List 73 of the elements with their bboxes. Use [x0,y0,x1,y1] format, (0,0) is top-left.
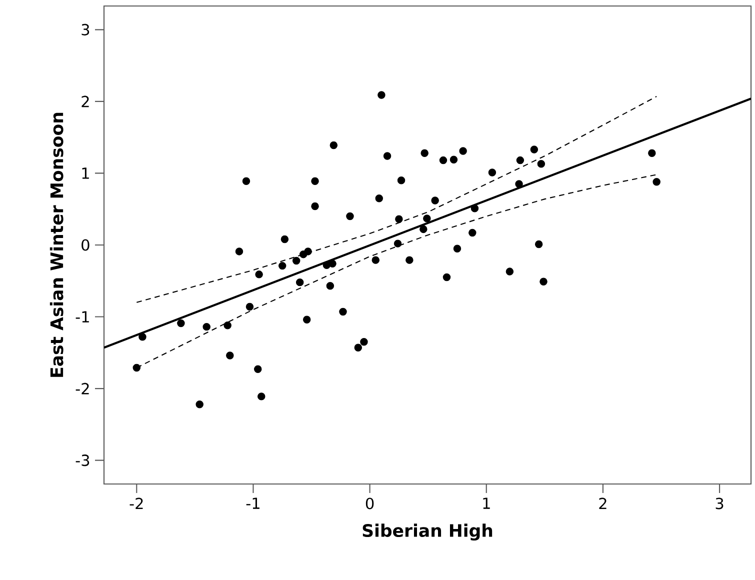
point [537,160,546,168]
point [459,147,467,155]
x-tick-label: 0 [366,498,374,510]
point [534,240,543,248]
point [235,248,244,256]
point [311,177,319,185]
point [254,365,262,374]
point [372,256,380,264]
point [292,256,300,265]
x-tick-label: -2 [130,498,143,510]
point [423,214,431,222]
y-axis-title: East Asian Winter Monsoon [50,112,64,377]
point [450,156,458,164]
point [311,202,319,210]
point [383,152,392,160]
point [278,262,286,270]
point [296,278,304,286]
point [420,149,428,157]
point [224,322,232,330]
point [468,228,476,237]
y-tick-label: -3 [76,454,90,466]
y-tick-label: 0 [82,239,90,251]
point [255,270,263,278]
point [420,225,428,234]
point [431,196,439,204]
y-tick-label: 2 [82,96,89,108]
point [326,282,334,290]
x-tick-label: 3 [716,498,724,510]
point [488,168,496,176]
point [375,194,383,202]
point [242,177,250,185]
point [395,215,403,224]
point [226,352,234,360]
x-tick-label: 1 [483,498,490,509]
y-tick-label: -1 [76,311,89,322]
point [258,392,266,400]
x-tick-label: -1 [246,498,260,509]
point [453,244,462,252]
point [397,176,406,184]
point [540,278,548,286]
point [346,212,354,220]
point [378,91,386,99]
point [354,344,362,352]
point [406,256,414,264]
point [394,240,402,248]
point [132,364,141,372]
point [177,319,185,328]
point [202,322,210,331]
line-series [136,96,658,303]
point [439,156,448,164]
point [304,248,312,256]
point [196,400,204,408]
point [138,333,146,341]
point [652,178,660,186]
point [360,338,368,346]
point [516,156,524,164]
point [280,235,289,244]
point [328,260,336,268]
point [330,141,338,150]
point [648,149,656,157]
y-tick-label: -2 [76,382,89,394]
point [470,204,479,212]
x-axis-title: Siberian High [362,524,492,541]
point [246,302,254,311]
point [530,146,538,154]
point [302,316,311,324]
point [515,180,523,188]
point [339,308,347,316]
point [442,273,451,282]
point [506,268,514,276]
y-tick-label: 1 [82,168,89,179]
x-tick-label: 2 [599,498,606,510]
y-tick-label: 3 [82,24,90,36]
